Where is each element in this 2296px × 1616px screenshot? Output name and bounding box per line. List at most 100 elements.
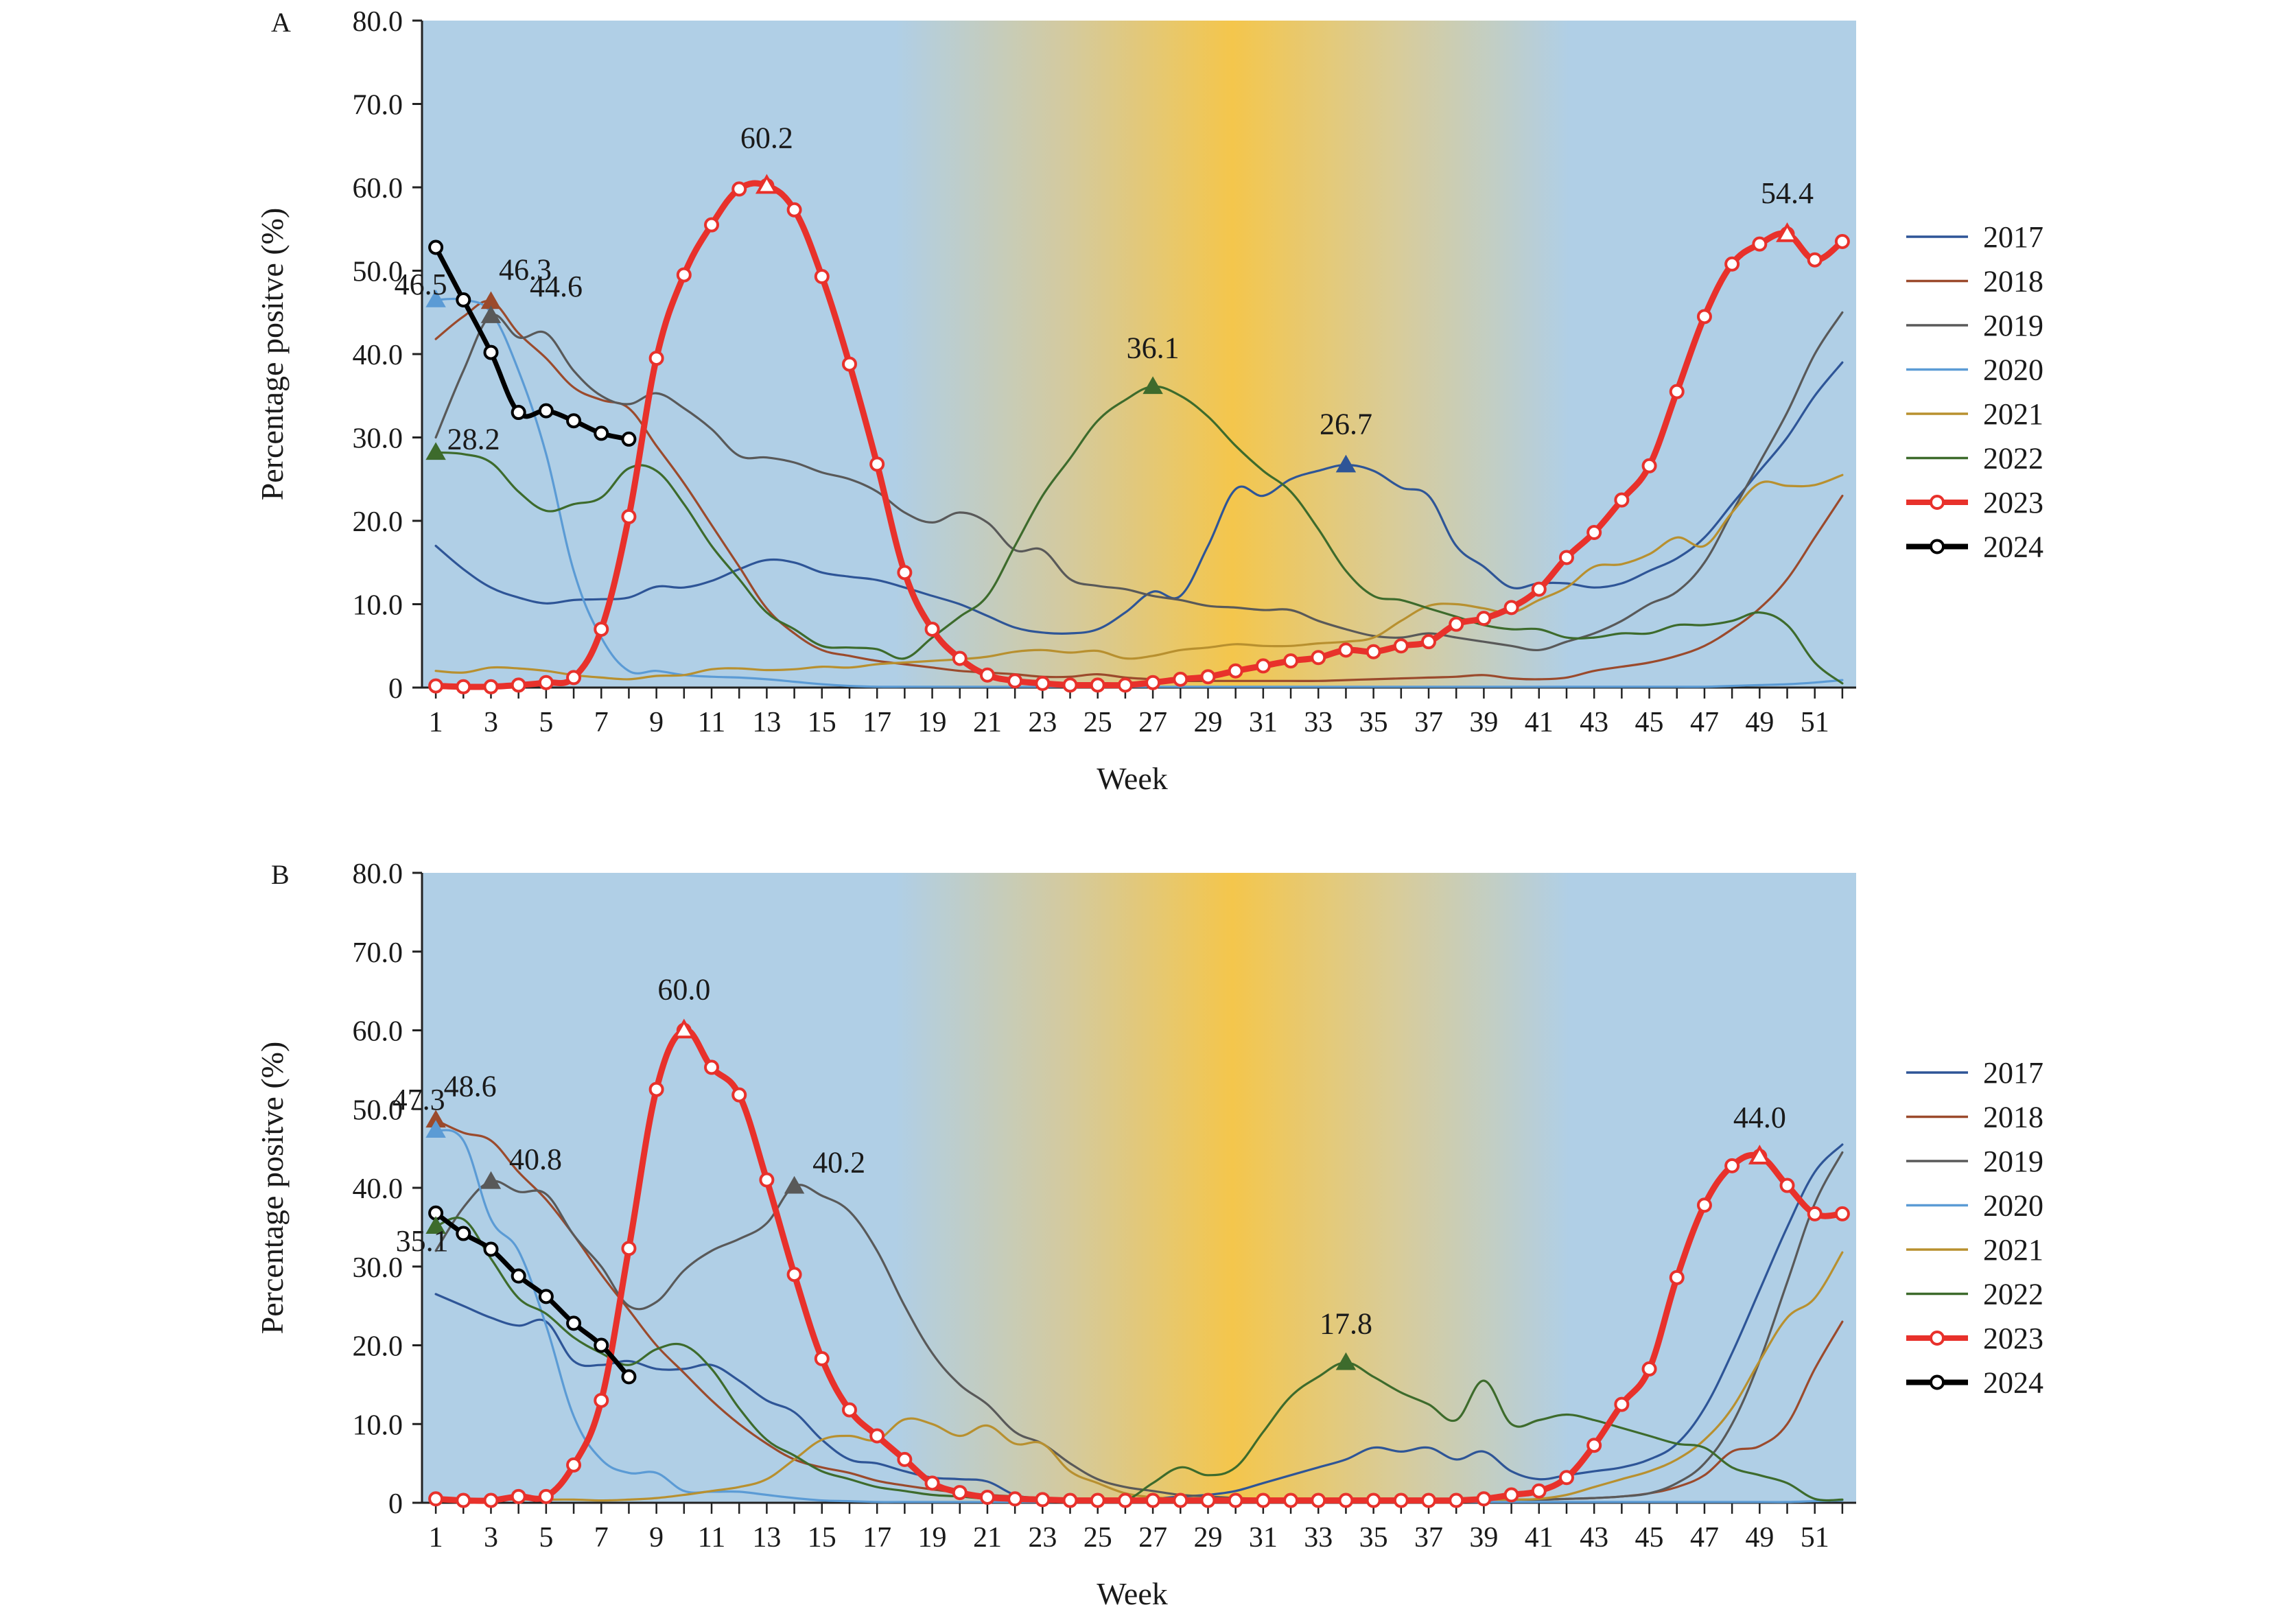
pa-series-2023-point (979, 667, 995, 683)
pb-y-tick-label: 30.0 (353, 1252, 403, 1284)
pb-series-2023-point (952, 1485, 968, 1501)
pb-peak-marker (1748, 1145, 1771, 1164)
pa-series-2021-line (434, 473, 1844, 681)
pb-series-2023-point (511, 1488, 526, 1504)
pb-series-2023-point (1283, 1492, 1299, 1508)
pb-series-2023-point (1586, 1438, 1602, 1453)
pa-x-tick-label: 17 (863, 707, 891, 738)
pb-x-tick-label: 29 (1193, 1522, 1222, 1554)
pb-peak-marker (425, 1216, 446, 1234)
pb-legend-label: 2019 (1983, 1145, 2043, 1178)
pb-x-tick-label: 39 (1469, 1522, 1498, 1554)
pb-x-tick-label: 27 (1138, 1522, 1167, 1554)
pa-x-tick-label: 31 (1249, 707, 1278, 738)
pa-series-2023-point (538, 675, 554, 690)
pb-series-2021-line (434, 1251, 1844, 1502)
pb-y-tick-label: 20.0 (353, 1331, 403, 1363)
pa-y-tick-label: 30.0 (353, 423, 403, 455)
pa-y-tick-label: 80.0 (353, 6, 403, 38)
pb-series-2023-point (1724, 1158, 1740, 1173)
pb-data-label: 48.6 (444, 1069, 497, 1103)
pb-series-2023-point (1255, 1492, 1271, 1508)
pa-series-2023-point (1558, 550, 1574, 565)
pa-series-2019-line (434, 311, 1844, 652)
pa-series-2024-point (428, 239, 444, 255)
pb-y-tick-label: 0 (388, 1488, 403, 1520)
pb-x-tick-label: 13 (752, 1522, 781, 1554)
pb-legend-label: 2020 (1983, 1189, 2043, 1223)
pb-y-tick-label: 80.0 (353, 858, 403, 890)
pb-series-2024-point (456, 1226, 471, 1241)
pb-x-tick-label: 25 (1083, 1522, 1112, 1554)
pb-series-2023-point (1558, 1470, 1574, 1486)
pa-legend-label: 2018 (1983, 265, 2043, 298)
pb-series-2023-point (621, 1241, 637, 1256)
pb-series-2024-point (566, 1315, 582, 1331)
pa-series-2023-point (924, 621, 940, 637)
pa-series-2023-point (1614, 492, 1630, 508)
pa-x-tick-label: 25 (1083, 707, 1112, 738)
pb-x-axis-title: Week (1097, 1576, 1168, 1611)
pb-x-tick-label: 3 (484, 1522, 498, 1554)
pb-series-2023-point (1834, 1206, 1850, 1221)
pa-series-2023-point (1696, 309, 1712, 325)
pb-series-2023-point (869, 1428, 885, 1444)
pa-peak-marker (1143, 376, 1163, 395)
pa-series-2023-point (1586, 525, 1602, 541)
pa-series-2023-point (1062, 677, 1078, 693)
pa-data-label: 36.1 (1127, 331, 1180, 364)
pa-series-2017-line (434, 361, 1844, 635)
pa-x-tick-label: 49 (1745, 707, 1774, 738)
pa-y-tick-label: 40.0 (353, 340, 403, 371)
pb-x-tick-label: 33 (1304, 1522, 1333, 1554)
pb-series-2023-point (1614, 1396, 1630, 1412)
pa-series-2023-point (1311, 650, 1326, 666)
pb-y-axis-title: Percentage positve (%) (255, 1042, 290, 1335)
pb-series-2019-line (434, 1151, 1844, 1501)
pa-legend-label: 2020 (1983, 353, 2043, 387)
pb-series-2022-line (434, 1217, 1844, 1503)
pb-peak-marker (672, 1018, 696, 1039)
pa-x-tick-label: 1 (429, 707, 443, 738)
pa-peak-marker (480, 305, 502, 323)
pb-series-2024-point (621, 1369, 637, 1385)
pb-data-label: 44.0 (1733, 1101, 1786, 1134)
pb-y-tick-label: 40.0 (353, 1173, 403, 1205)
pb-x-tick-label: 43 (1580, 1522, 1608, 1554)
pb-series-2023-point (1531, 1483, 1547, 1499)
pa-series-2023-point (566, 670, 582, 686)
pa-legend-label: 2017 (1983, 220, 2043, 254)
pb-x-tick-label: 11 (698, 1522, 725, 1554)
pa-x-tick-label: 11 (698, 707, 725, 738)
pa-series-2023-point (456, 679, 471, 694)
pb-x-tick-label: 1 (429, 1522, 443, 1554)
pa-data-label: 46.3 (499, 253, 552, 286)
pa-series-2024-point (456, 292, 471, 308)
pa-series-2023-point (1366, 644, 1381, 659)
pa-x-tick-label: 13 (752, 707, 781, 738)
pb-data-label: 60.0 (657, 973, 710, 1007)
pa-x-tick-label: 19 (918, 707, 947, 738)
pa-x-tick-label: 51 (1801, 707, 1829, 738)
pb-data-label: 40.2 (812, 1146, 865, 1180)
pb-legend-marker (1930, 1374, 1945, 1390)
pb-x-tick-label: 17 (863, 1522, 891, 1554)
pa-series-2023-point (483, 679, 499, 694)
pa-series-2024-point (621, 431, 637, 447)
pb-x-tick-label: 9 (649, 1522, 664, 1554)
pb-x-tick-label: 23 (1028, 1522, 1057, 1554)
pa-x-tick-label: 9 (649, 707, 664, 738)
pb-x-tick-label: 15 (808, 1522, 836, 1554)
pb-series-2023-point (456, 1492, 471, 1508)
pa-series-2023-point (1117, 677, 1133, 693)
pb-series-2024-point (511, 1268, 526, 1284)
pb-series-2023-point (759, 1172, 775, 1188)
pa-y-tick-label: 70.0 (353, 90, 403, 121)
pa-x-tick-label: 21 (973, 707, 1002, 738)
pb-legend-label: 2017 (1983, 1056, 2043, 1090)
pa-x-tick-label: 7 (594, 707, 609, 738)
pa-panel-letter: A (271, 7, 291, 38)
pb-peak-marker (480, 1171, 502, 1189)
